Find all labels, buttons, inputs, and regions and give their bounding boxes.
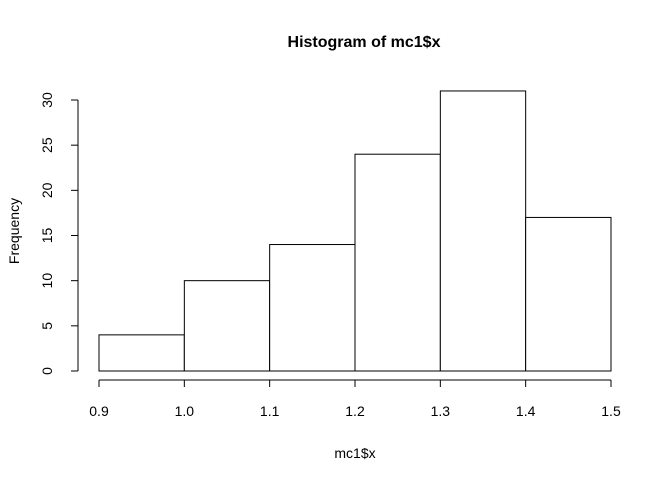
histogram-bar — [98, 334, 185, 372]
histogram-bar — [183, 280, 271, 372]
histogram-bar — [269, 244, 356, 372]
y-tick-label: 10 — [39, 273, 55, 289]
x-tick-label: 1.0 — [175, 403, 195, 419]
x-tick-label: 1.2 — [345, 403, 365, 419]
histogram-bar — [354, 153, 441, 372]
y-tick-label: 0 — [39, 367, 55, 375]
histogram-bar — [525, 216, 612, 372]
x-tick-label: 1.4 — [516, 403, 536, 419]
x-axis: 0.9 1.0 1.1 1.2 1.3 1.4 1.5 — [89, 379, 621, 419]
y-tick-label: 25 — [39, 137, 55, 153]
x-tick-label: 1.3 — [431, 403, 451, 419]
x-axis-label: mc1$x — [334, 445, 375, 461]
bars-group — [98, 90, 612, 372]
histogram-bar — [439, 90, 527, 372]
x-tick-label: 1.5 — [601, 403, 621, 419]
y-axis-label: Frequency — [6, 198, 22, 264]
x-tick-label: 0.9 — [89, 403, 109, 419]
y-tick-label: 30 — [39, 92, 55, 108]
y-tick-label: 5 — [39, 322, 55, 330]
x-tick-label: 1.1 — [260, 403, 280, 419]
chart-title: Histogram of mc1$x — [288, 34, 441, 51]
y-axis: 0 5 10 15 20 25 30 — [39, 92, 79, 375]
y-tick-label: 15 — [39, 228, 55, 244]
y-tick-label: 20 — [39, 182, 55, 198]
